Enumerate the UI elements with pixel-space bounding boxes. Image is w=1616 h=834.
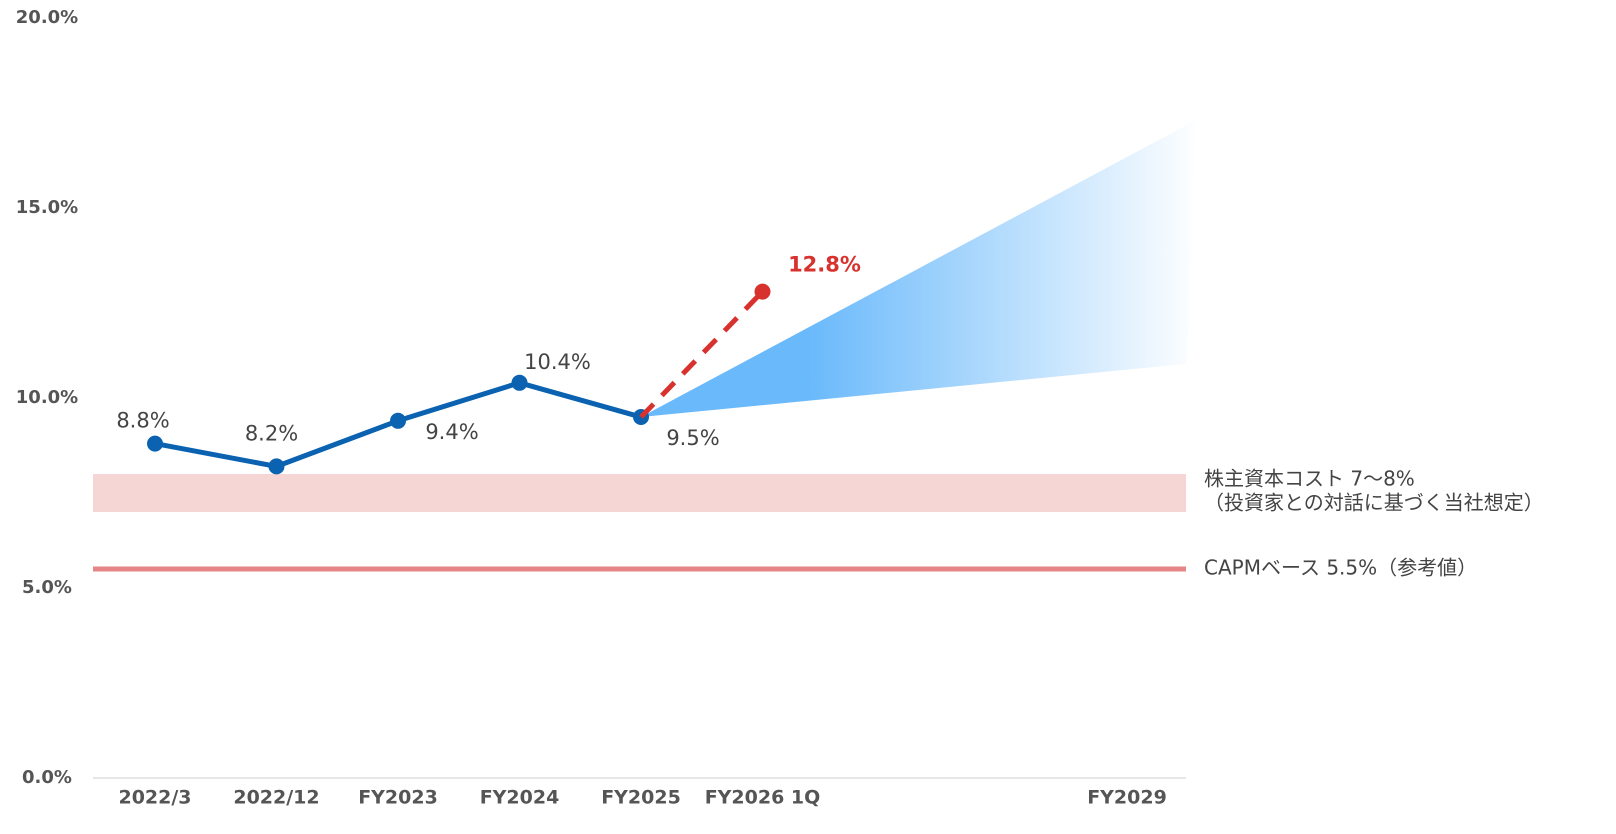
x-tick-label: 2022/12 bbox=[233, 787, 319, 809]
y-tick-label: 0.0% bbox=[22, 767, 72, 788]
y-tick-label: 20.0% bbox=[16, 7, 78, 28]
reference-label: CAPMベース 5.5%（参考値） bbox=[1204, 556, 1477, 580]
band-label: 株主資本コスト 7～8% bbox=[1204, 467, 1415, 491]
data-point bbox=[390, 412, 406, 429]
data-label: 9.4% bbox=[425, 420, 478, 444]
x-tick-label: 2022/3 bbox=[118, 787, 191, 809]
x-tick-label: FY2023 bbox=[358, 787, 438, 809]
x-tick-label: FY2025 bbox=[601, 787, 681, 809]
y-tick-label: 5.0% bbox=[22, 577, 72, 598]
data-label: 8.2% bbox=[245, 421, 298, 445]
band-label: （投資家との対話に基づく当社想定） bbox=[1204, 491, 1544, 515]
data-label: 8.8% bbox=[116, 409, 169, 433]
band bbox=[93, 474, 1186, 512]
y-tick-label: 10.0% bbox=[16, 387, 78, 408]
data-point bbox=[268, 458, 285, 475]
data-label: 9.5% bbox=[666, 426, 719, 450]
x-tick-label: FY2024 bbox=[480, 787, 560, 809]
data-label: 12.8% bbox=[788, 253, 861, 277]
data-point bbox=[754, 283, 771, 300]
x-tick-label: FY2029 bbox=[1087, 787, 1167, 809]
data-point bbox=[511, 374, 528, 391]
forecast-range bbox=[641, 120, 1195, 417]
data-label: 10.4% bbox=[524, 350, 591, 374]
y-tick-label: 15.0% bbox=[16, 197, 78, 218]
x-tick-label: FY2026 1Q bbox=[705, 787, 821, 809]
data-point bbox=[147, 435, 163, 452]
